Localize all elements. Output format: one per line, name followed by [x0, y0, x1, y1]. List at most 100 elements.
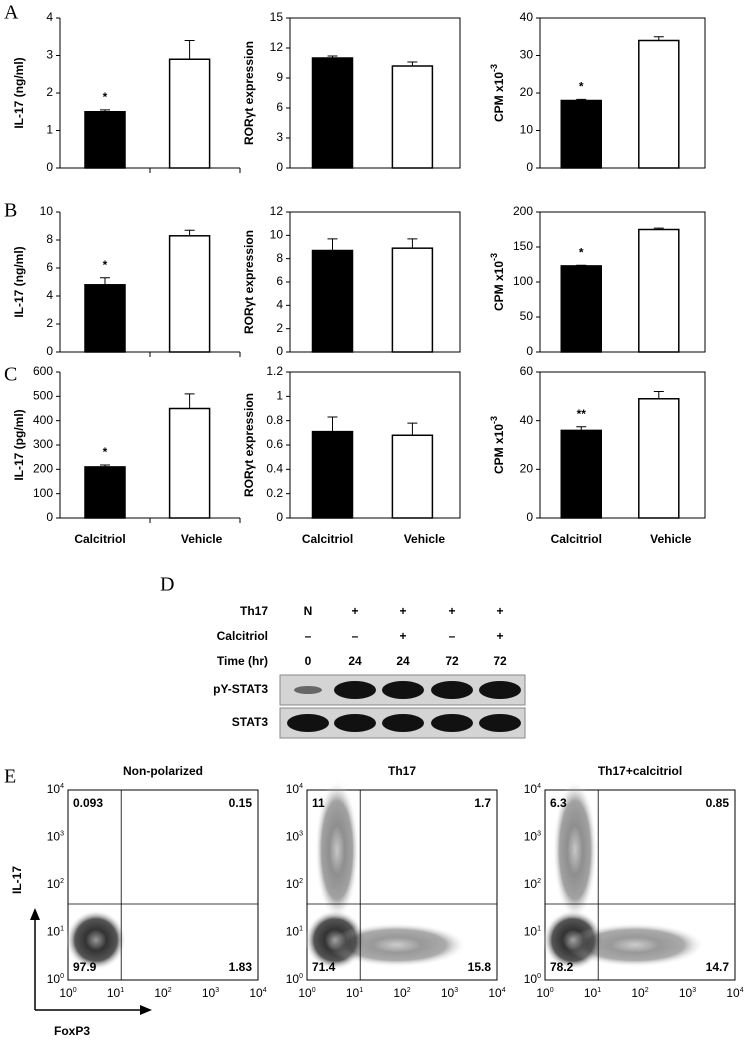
tick-base: 10 [59, 986, 73, 1000]
y-axis-label-text: IL-17 (ng/ml) [12, 57, 26, 128]
condition-value: + [351, 604, 358, 618]
condition-value: 72 [493, 654, 507, 668]
y-tick-label: 3 [276, 130, 283, 144]
y-tick-label: 8 [276, 251, 283, 265]
y-tick-label: 12 [270, 204, 284, 218]
y-tick-label: 1.2 [266, 364, 283, 378]
bar [391, 434, 434, 519]
y-tick-label: 103 [47, 830, 64, 844]
x-tick-label: 100 [536, 986, 553, 1000]
y-tick-label: 3 [46, 48, 53, 62]
condition-value: + [496, 604, 503, 618]
tick-exponent: 3 [60, 831, 64, 838]
quadrant-value: 15.8 [468, 960, 492, 974]
significance-label: * [579, 245, 584, 259]
y-axis-label: RORγt expression [242, 230, 256, 334]
y-axis-label-text: RORγt expression [242, 393, 256, 497]
y-tick-label: 20 [520, 85, 534, 99]
bar [168, 407, 211, 519]
bar [638, 228, 680, 353]
tick-base: 10 [536, 986, 550, 1000]
condition-label: Calcitriol [217, 629, 268, 643]
tick-base: 10 [154, 986, 168, 1000]
tick-exponent: 0 [550, 987, 554, 994]
quadrant-value: 97.9 [73, 960, 97, 974]
y-tick-label: 0 [526, 510, 533, 524]
y-tick-label: 50 [520, 309, 534, 323]
y-axis-label-text: CPM x10 [492, 261, 506, 311]
quadrant-value: 1.83 [229, 960, 253, 974]
blot-band [431, 681, 473, 699]
quadrant-value: 6.3 [550, 796, 567, 810]
tick-base: 10 [298, 986, 312, 1000]
y-tick-label: 12 [270, 40, 284, 54]
bar [168, 58, 211, 169]
cell-population [315, 780, 359, 920]
y-tick-label: 300 [33, 437, 53, 451]
blot-band [382, 681, 424, 699]
y-tick-label: 2 [46, 316, 53, 330]
plot-frame [289, 17, 461, 169]
tick-exponent: 1 [359, 987, 363, 994]
tick-base: 10 [107, 986, 121, 1000]
x-tick-label: Calcitriol [74, 532, 125, 546]
tick-base: 10 [393, 986, 407, 1000]
tick-base: 10 [524, 830, 538, 844]
cell-population [553, 780, 597, 920]
y-tick-label: 0 [46, 344, 53, 358]
x-tick-label: 101 [107, 986, 124, 1000]
y-axis-label-text: IL-17 (pg/ml) [12, 409, 26, 480]
error-bar [407, 238, 418, 249]
flow-title: Non-polarized [123, 764, 203, 778]
y-axis-label: CPM x10-3 [489, 416, 506, 474]
bar [638, 398, 680, 519]
x-tick-label: 102 [631, 986, 648, 1000]
tick-exponent: 1 [597, 987, 601, 994]
condition-value: 24 [348, 654, 362, 668]
y-tick-label: 10 [40, 204, 54, 218]
bar [311, 249, 354, 353]
tick-base: 10 [47, 782, 61, 796]
condition-value: + [496, 629, 503, 643]
significance-label: ** [577, 407, 587, 421]
tick-exponent: 2 [645, 987, 649, 994]
y-tick-label: 40 [520, 413, 534, 427]
y-tick-label: 10 [270, 228, 284, 242]
bar [84, 284, 126, 353]
y-axis-label: RORγt expression [242, 41, 256, 145]
y-tick-label: 2 [46, 85, 53, 99]
x-tick-label: 102 [393, 986, 410, 1000]
y-tick-label: 103 [286, 830, 303, 844]
y-tick-label: 0 [46, 160, 53, 174]
plot-frame [539, 371, 706, 519]
x-tick-label: 102 [154, 986, 171, 1000]
y-tick-label: 200 [513, 204, 533, 218]
bar [560, 429, 602, 519]
y-tick-label: 0 [276, 344, 283, 358]
y-tick-label: 0.4 [266, 462, 283, 476]
y-axis-label-text: RORγt expression [242, 230, 256, 334]
quadrant-value: 11 [312, 796, 325, 810]
tick-base: 10 [286, 877, 300, 891]
tick-exponent: 3 [692, 987, 696, 994]
tick-exponent: 2 [299, 878, 303, 885]
bar [560, 265, 602, 353]
y-tick-label: 6 [46, 260, 53, 274]
x-tick-label: 100 [298, 986, 315, 1000]
blot-band [382, 714, 424, 732]
tick-base: 10 [286, 972, 300, 986]
y-axis-label-exponent: -3 [489, 416, 499, 424]
bar [311, 57, 354, 169]
cell-population [327, 923, 467, 967]
x-tick-label: 101 [346, 986, 363, 1000]
quadrant-value: 78.2 [550, 960, 574, 974]
x-tick-label: 103 [202, 986, 219, 1000]
y-axis-label-text: CPM x10 [492, 424, 506, 474]
condition-value: 0 [305, 654, 312, 668]
error-bar [653, 227, 664, 230]
y-tick-label: 9 [276, 70, 283, 84]
tick-exponent: 3 [299, 831, 303, 838]
tick-base: 10 [286, 782, 300, 796]
error-bar [576, 426, 587, 431]
